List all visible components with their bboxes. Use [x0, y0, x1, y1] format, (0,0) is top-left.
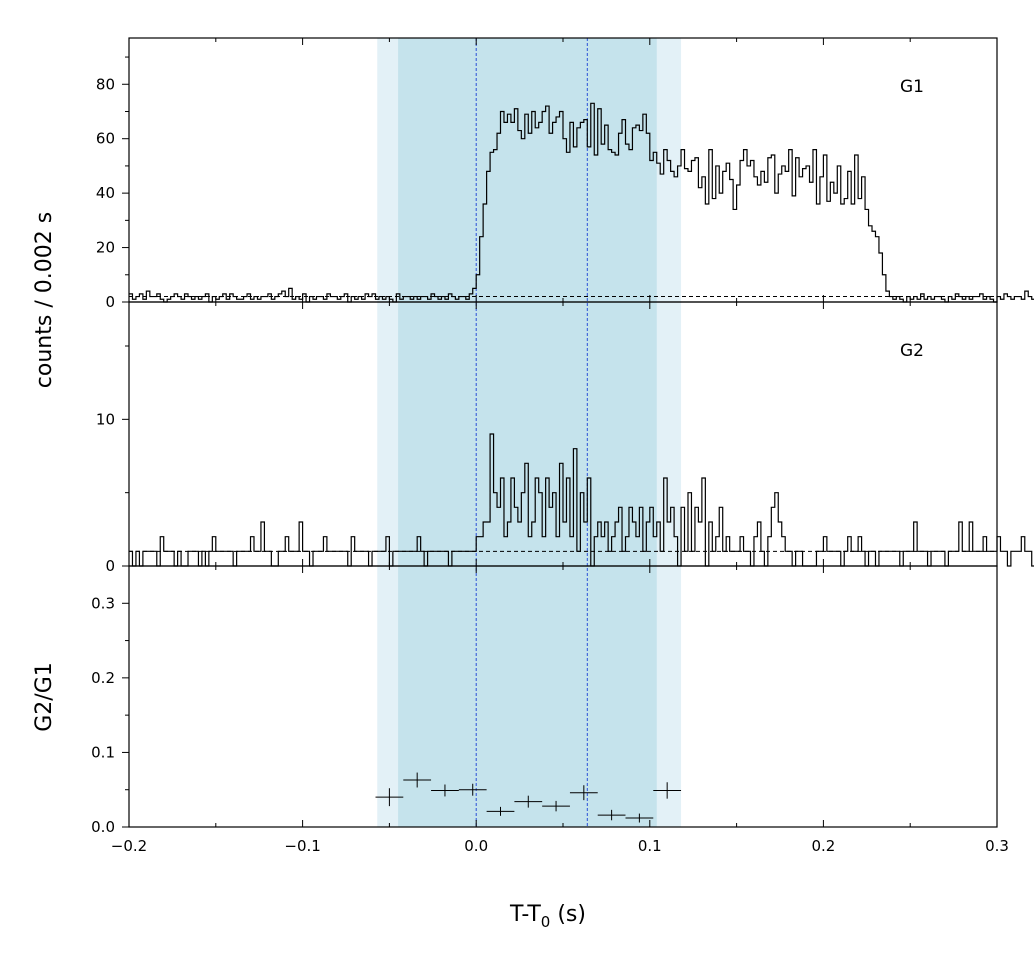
- y-tick-label: 40: [96, 184, 115, 202]
- y-tick-label: 0.0: [91, 818, 115, 836]
- g1-panel-label: G1: [900, 77, 924, 97]
- x-tick-label: −0.1: [284, 837, 320, 855]
- y-tick-label: 10: [96, 410, 115, 428]
- counts-y-axis-title: counts / 0.002 s: [32, 212, 57, 388]
- ratio-point-2: [431, 784, 459, 797]
- x-axis-title-main: T-T: [509, 902, 541, 927]
- x-axis-title: T-T0 (s): [509, 902, 586, 931]
- x-tick-label: −0.2: [111, 837, 147, 855]
- data-layer: [129, 102, 1034, 823]
- x-tick-label: 0.0: [464, 837, 488, 855]
- x-tick-label: 0.2: [811, 837, 835, 855]
- ratio-point-3: [458, 783, 487, 796]
- ratio-point-9: [625, 813, 654, 823]
- x-tick-label: 0.3: [985, 837, 1009, 855]
- inner-interval-shade: [398, 38, 657, 827]
- y-tick-label: 0.1: [91, 743, 115, 761]
- y-tick-label: 0.2: [91, 669, 115, 687]
- ratio-point-5: [514, 795, 543, 808]
- ratio-point-1: [403, 772, 432, 788]
- y-tick-label: 0: [105, 557, 115, 575]
- ratio-point-6: [542, 800, 570, 812]
- x-axis-title-units: (s): [550, 902, 586, 927]
- ratio-y-axis-title: G2/G1: [32, 662, 57, 732]
- ratio-point-7: [569, 785, 598, 801]
- g2-histogram: [129, 433, 1034, 567]
- g2-panel-label: G2: [900, 341, 924, 361]
- y-tick-label: 0: [105, 293, 115, 311]
- y-tick-label: 60: [96, 130, 115, 148]
- y-tick-label: 0.3: [91, 594, 115, 612]
- y-tick-label: 20: [96, 239, 115, 257]
- ratio-point-10: [653, 782, 682, 799]
- x-axis-title-subscript: 0: [541, 913, 551, 931]
- ratio-point-8: [597, 809, 626, 821]
- y-tick-label: 80: [96, 75, 115, 93]
- x-tick-label: 0.1: [638, 837, 662, 855]
- ratio-point-0: [375, 788, 404, 807]
- ratio-point-4: [486, 806, 515, 816]
- axes-layer: −0.2 −0.1 0.0 0.1 0.2 0.3 0 20 40 60 80 0 10 0.0 0.1 0.…: [91, 37, 1009, 855]
- shaded-intervals: [377, 38, 682, 827]
